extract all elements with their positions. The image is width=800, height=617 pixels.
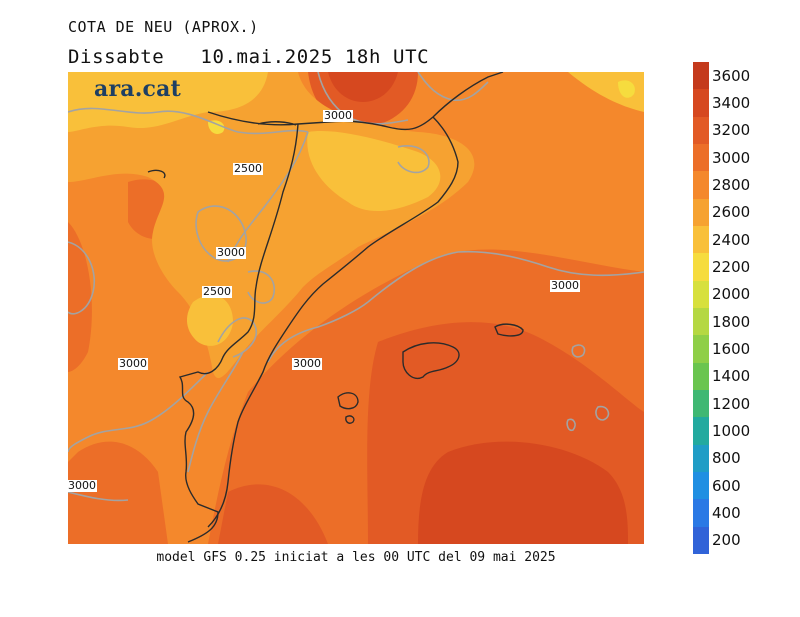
legend-label: 3400 [712,94,751,112]
legend-swatch [693,499,709,528]
legend-label: 200 [712,531,741,550]
map-canvas [68,72,644,544]
legend-label: 2000 [712,285,751,304]
field-2200-ne [618,80,635,98]
contour-label: 2500 [233,162,263,175]
field-2200-small [208,120,225,134]
field-3400 [418,441,628,544]
field-2400-pyrenees [307,131,441,212]
legend-swatch [693,89,709,118]
field-3200-south [218,484,328,544]
field-3000-sw [68,441,168,544]
legend-label: 1000 [712,422,751,440]
color-legend-bar [693,62,709,555]
legend-label: 2800 [712,176,751,194]
legend-label: 1400 [712,367,751,386]
legend-swatch [693,144,709,172]
legend-swatch [693,253,709,282]
legend-swatch [693,335,709,364]
snow-level-map [68,72,644,544]
legend-label: 1800 [712,312,751,331]
legend-label: 400 [712,504,741,522]
legend-swatch [693,226,709,254]
contour-label: 3000 [118,357,148,370]
legend-swatch [693,308,709,336]
aracat-logo: ara.cat [94,76,181,102]
field-2400-nw [68,72,268,132]
legend-swatch [693,171,709,200]
legend-label: 3600 [712,66,751,85]
legend-label: 800 [712,449,741,468]
field-3400-north [328,72,398,102]
legend-swatch [693,472,709,500]
legend-swatch [693,362,709,391]
legend-swatch [693,417,709,446]
legend-label: 2600 [712,203,751,222]
legend-label: 2400 [712,230,751,249]
contour-label: 3000 [67,479,97,492]
contour-label: 3000 [550,279,580,292]
legend-label: 3200 [712,121,751,140]
legend-swatch [693,198,709,227]
field-3000-west [68,222,92,372]
model-info-footer: model GFS 0.25 iniciat a les 00 UTC del … [156,550,556,565]
contour-label: 2500 [202,285,232,298]
legend-label: 600 [712,476,741,495]
legend-label: 1600 [712,340,751,358]
legend-swatch [693,444,709,473]
contour-label: 3000 [216,246,246,259]
legend-swatch [693,526,709,555]
legend-swatch [693,62,709,90]
map-title: COTA DE NEU (APROX.) [68,18,259,36]
legend-swatch [693,280,709,309]
legend-swatch [693,390,709,418]
contour-label: 3000 [292,357,322,370]
field-2400-interior [186,294,233,346]
legend-swatch [693,116,709,145]
legend-label: 3000 [712,148,751,167]
map-subtitle: Dissabte 10.mai.2025 18h UTC [68,46,430,68]
contour-label: 3000 [323,109,353,122]
legend-label: 1200 [712,394,751,413]
legend-label: 2200 [712,258,751,276]
coastlines-borders [147,72,524,543]
